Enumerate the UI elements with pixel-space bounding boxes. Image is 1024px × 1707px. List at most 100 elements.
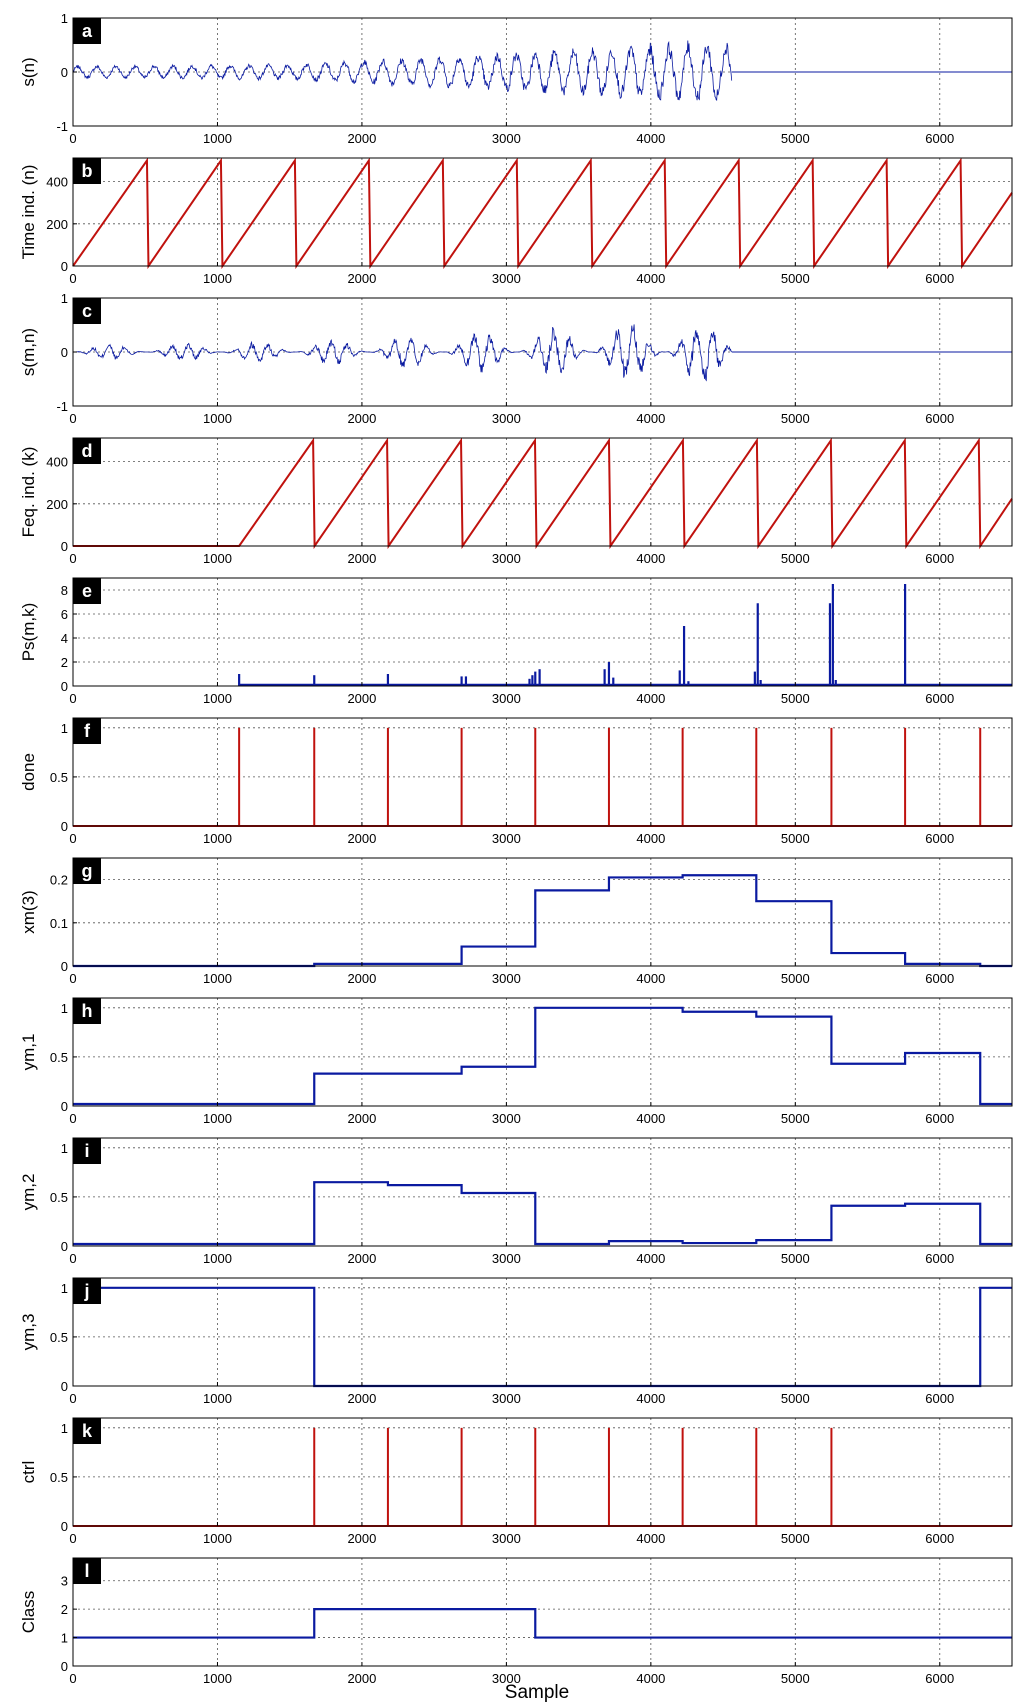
panel-l-xtick-2: 2000 [347, 1671, 376, 1686]
panel-f: 0 1000 2000 3000 4000 5000 6000 0 0.5 1 done f [19, 717, 1013, 846]
panel-h-xtick-5: 5000 [781, 1111, 810, 1126]
panel-d-ytick-0: 0 [61, 539, 68, 554]
panel-k-xtick-0: 0 [69, 1531, 76, 1546]
panel-d-ytick-1: 200 [46, 497, 68, 512]
panel-d-frame [72, 437, 1013, 547]
panel-j-badge [73, 1278, 101, 1304]
panel-k-badge [73, 1418, 101, 1444]
panel-i-xtick-5: 5000 [781, 1251, 810, 1266]
panel-e-ytick-1: 2 [61, 655, 68, 670]
panel-a-xtick-2: 2000 [347, 131, 376, 146]
panel-a-ytick-0: -1 [56, 119, 68, 134]
panel-b-ytick-1: 200 [46, 217, 68, 232]
panel-j-ytick-0: 0 [61, 1379, 68, 1394]
panel-l-frame [72, 1557, 1013, 1667]
panel-i-xtick-6: 6000 [925, 1251, 954, 1266]
panel-a-xtick-1: 1000 [203, 131, 232, 146]
panel-h-xtick-3: 3000 [492, 1111, 521, 1126]
panel-h-step-line [73, 1006, 1012, 1106]
panel-e-xtick-1: 1000 [203, 691, 232, 706]
panel-j-xtick-5: 5000 [781, 1391, 810, 1406]
panel-i: 0 1000 2000 3000 4000 5000 6000 0 0.5 1 ym,2 i [19, 1137, 1013, 1266]
panel-l-badge [73, 1558, 101, 1584]
panel-l-ytick-0: 0 [61, 1659, 68, 1674]
panel-f-xtick-0: 0 [69, 831, 76, 846]
panel-l-step-line [73, 1608, 1012, 1639]
panel-f-ytick-0: 0 [61, 819, 68, 834]
panel-b: 0 1000 2000 3000 4000 5000 6000 0 200 400 Time ind… [19, 157, 1013, 286]
panel-d-xtick-1: 1000 [203, 551, 232, 566]
panel-b-ytick-0: 0 [61, 259, 68, 274]
panel-f-xtick-5: 5000 [781, 831, 810, 846]
panel-k-frame [72, 1417, 1013, 1527]
panel-g: 0 1000 2000 3000 4000 5000 6000 0 0.1 0.2 xm(3) g [19, 857, 1013, 986]
panel-h-xtick-4: 4000 [636, 1111, 665, 1126]
figure-xlabel: Sample [505, 1682, 569, 1703]
panel-k-letter: k [82, 1421, 93, 1441]
panel-b-xtick-1: 1000 [203, 271, 232, 286]
panel-k-ytick-0: 0 [61, 1519, 68, 1534]
panel-f-frame [72, 717, 1013, 827]
panel-f-xtick-6: 6000 [925, 831, 954, 846]
panel-h-frame [72, 997, 1013, 1107]
panel-g-letter: g [82, 861, 93, 881]
panel-d-ylabel: Feq. ind. (k) [19, 447, 38, 538]
panel-h-ytick-1: 0.5 [50, 1050, 68, 1065]
panel-e-xtick-4: 4000 [636, 691, 665, 706]
panel-k-xtick-2: 2000 [347, 1531, 376, 1546]
panel-d-letter: d [82, 441, 93, 461]
panel-e-letter: e [82, 581, 92, 601]
panel-k-xtick-5: 5000 [781, 1531, 810, 1546]
panel-k-xtick-1: 1000 [203, 1531, 232, 1546]
panel-e-ytick-3: 6 [61, 607, 68, 622]
panel-i-step-line [73, 1181, 1012, 1246]
panel-b-badge [73, 158, 101, 184]
panel-b-ytick-2: 400 [46, 175, 68, 190]
panel-b-xtick-6: 6000 [925, 271, 954, 286]
panel-l-xtick-0: 0 [69, 1671, 76, 1686]
panel-c-ylabel: s(m,n) [19, 328, 38, 376]
panel-d-xtick-0: 0 [69, 551, 76, 566]
panel-c-xtick-5: 5000 [781, 411, 810, 426]
panel-f-xtick-4: 4000 [636, 831, 665, 846]
panel-c-xtick-2: 2000 [347, 411, 376, 426]
panel-l-xtick-4: 4000 [636, 1671, 665, 1686]
panel-a-xtick-4: 4000 [636, 131, 665, 146]
panel-h-ytick-0: 0 [61, 1099, 68, 1114]
panel-l-xtick-3: 3000 [492, 1671, 521, 1686]
panel-f-badge [73, 718, 101, 744]
panel-g-xtick-2: 2000 [347, 971, 376, 986]
panel-l-xtick-1: 1000 [203, 1671, 232, 1686]
panel-g-xtick-4: 4000 [636, 971, 665, 986]
panel-e-ytick-0: 0 [61, 679, 68, 694]
panel-b-sawtooth [72, 157, 1013, 270]
panel-h-xtick-1: 1000 [203, 1111, 232, 1126]
panel-e-xtick-3: 3000 [492, 691, 521, 706]
panel-g-ytick-0: 0 [61, 959, 68, 974]
panel-k-ytick-1: 0.5 [50, 1470, 68, 1485]
panel-g-xtick-5: 5000 [781, 971, 810, 986]
panel-a-ytick-1: 0 [61, 65, 68, 80]
panel-g-ylabel: xm(3) [19, 890, 38, 933]
panel-l-ytick-2: 2 [61, 1602, 68, 1617]
panel-d-badge [73, 438, 101, 464]
panel-e-frame [72, 577, 1013, 687]
panel-b-xtick-5: 5000 [781, 271, 810, 286]
panel-j-ytick-1: 0.5 [50, 1330, 68, 1345]
panel-c-signal [73, 324, 732, 382]
panel-i-xtick-4: 4000 [636, 1251, 665, 1266]
panel-e-xtick-2: 2000 [347, 691, 376, 706]
panel-l-xtick-6: 6000 [925, 1671, 954, 1686]
panel-c-ytick-0: -1 [56, 399, 68, 414]
panel-d-xtick-2: 2000 [347, 551, 376, 566]
panel-g-xtick-6: 6000 [925, 971, 954, 986]
panel-a-ytick-2: 1 [61, 11, 68, 26]
panel-b-xtick-3: 3000 [492, 271, 521, 286]
panel-e-ylabel: Ps(m,k) [19, 603, 38, 662]
panel-g-xtick-3: 3000 [492, 971, 521, 986]
panel-g-xtick-0: 0 [69, 971, 76, 986]
panel-i-xtick-1: 1000 [203, 1251, 232, 1266]
panel-l-ylabel: Class [19, 1591, 38, 1634]
